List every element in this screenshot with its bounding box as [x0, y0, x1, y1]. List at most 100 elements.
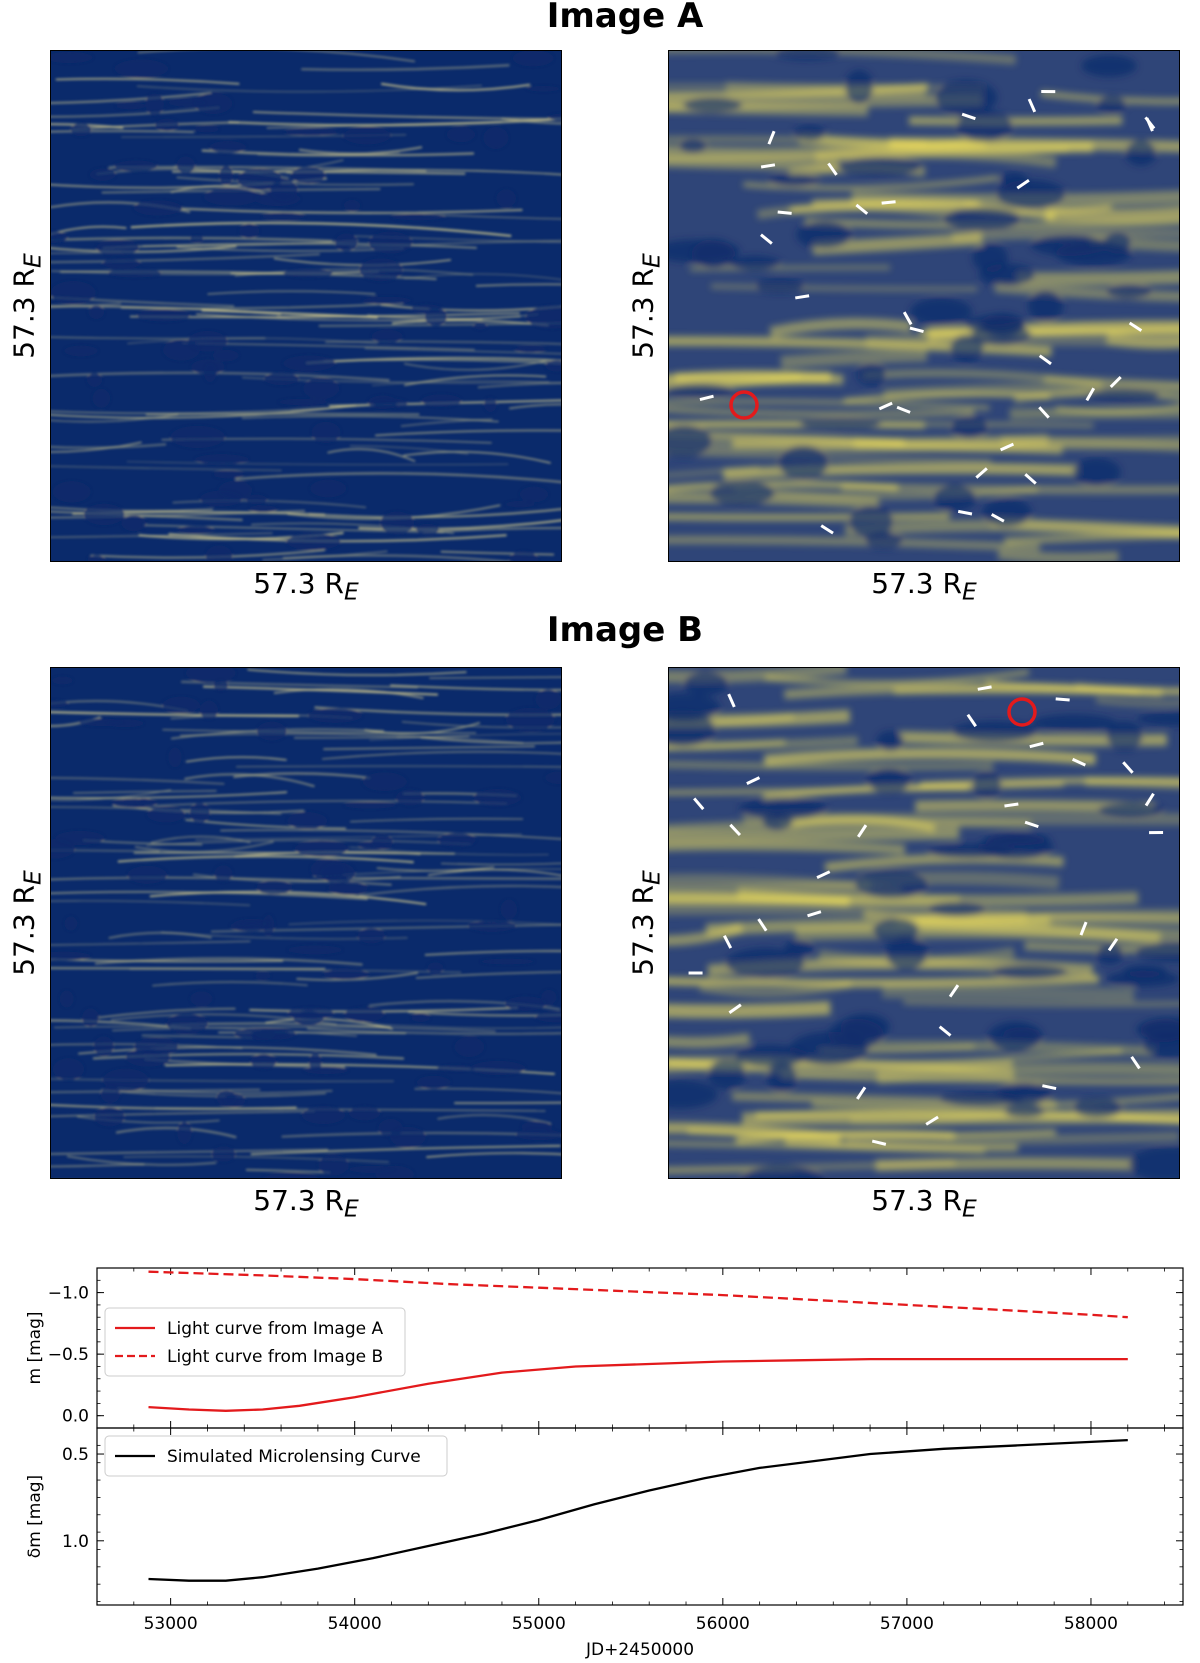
x-tick-label: 54000 — [328, 1614, 382, 1634]
highlight-circle — [1007, 697, 1037, 727]
track-marker — [977, 685, 992, 691]
image-a-title: Image A — [546, 0, 704, 36]
track-marker — [961, 112, 976, 121]
track-marker — [693, 797, 705, 811]
light-curve-charts: −1.0 −0.5 0.0 m [mag] Light curve from Image… — [25, 1267, 1184, 1660]
track-marker — [857, 824, 868, 838]
map-texture — [669, 51, 1179, 561]
track-marker — [938, 1025, 952, 1037]
x-tick-label: 55000 — [512, 1614, 566, 1634]
track-marker — [1029, 741, 1044, 749]
track-marker — [723, 934, 733, 949]
image-b-title: Image B — [546, 610, 704, 650]
track-marker — [1079, 921, 1088, 936]
legend-label: Light curve from Image B — [167, 1347, 383, 1367]
track-marker — [990, 513, 1005, 523]
image-b-right-xlabel: 57.3 RE — [871, 1184, 977, 1223]
y-axis-label: m [mag] — [25, 1312, 45, 1385]
track-marker — [1122, 761, 1134, 774]
track-marker — [1004, 802, 1019, 808]
track-marker — [855, 203, 869, 215]
track-marker — [1107, 937, 1119, 952]
x-axis-label: JD+2450000 — [585, 1640, 694, 1660]
image-a-left-xlabel: 57.3 RE — [253, 567, 359, 606]
track-marker — [746, 776, 761, 785]
chart-panel-1: −1.0 −0.5 0.0 m [mag] Light curve from Image… — [25, 1267, 1184, 1429]
x-tick-label: 56000 — [696, 1614, 750, 1634]
track-marker — [957, 509, 973, 516]
track-marker — [760, 233, 773, 245]
track-marker — [827, 162, 838, 176]
track-marker — [1085, 387, 1096, 402]
image-a-caustic-map — [50, 50, 562, 562]
image-a-left-ylabel: 57.3 RE — [7, 253, 47, 359]
y-tick-label: −0.5 — [48, 1345, 89, 1365]
track-marker — [1038, 354, 1052, 366]
track-marker — [820, 524, 834, 535]
x-tick-label: 53000 — [144, 1614, 198, 1634]
track-marker — [871, 1139, 887, 1146]
track-marker — [1024, 820, 1039, 829]
track-marker — [975, 467, 988, 479]
track-marker — [909, 326, 924, 334]
image-b-convolved-map — [668, 667, 1180, 1179]
y-tick-label: 1.0 — [62, 1532, 89, 1552]
y-axis-label: δm [mag] — [25, 1475, 45, 1558]
track-marker — [1109, 376, 1122, 389]
track-marker — [1016, 179, 1030, 190]
track-marker — [1038, 406, 1050, 419]
track-marker — [1130, 1055, 1141, 1070]
image-b-right-ylabel: 57.3 RE — [626, 870, 666, 976]
track-marker — [760, 163, 776, 169]
track-marker — [1144, 116, 1156, 130]
legend-box — [104, 1307, 406, 1377]
track-marker — [1144, 792, 1155, 807]
image-a-right-xlabel: 57.3 RE — [871, 567, 977, 606]
map-texture — [51, 668, 561, 1178]
track-marker — [1055, 697, 1070, 702]
track-marker — [902, 311, 913, 326]
track-marker — [777, 210, 792, 215]
track-marker — [1071, 757, 1086, 767]
track-marker — [878, 401, 893, 411]
track-marker — [1000, 442, 1015, 452]
image-a-right-ylabel: 57.3 RE — [626, 253, 666, 359]
chart-frame — [96, 1427, 1184, 1606]
y-tick-label: −1.0 — [48, 1284, 89, 1304]
series-line — [148, 1438, 1128, 1582]
track-marker — [1027, 98, 1037, 113]
track-marker — [699, 394, 714, 402]
track-markers — [688, 685, 1164, 1146]
track-marker — [1128, 321, 1143, 332]
track-marker — [948, 984, 960, 998]
track-marker — [966, 713, 977, 728]
track-marker — [807, 910, 822, 918]
series-line — [148, 1357, 1128, 1412]
legend-label: Simulated Microlensing Curve — [167, 1447, 421, 1467]
track-marker — [795, 294, 810, 300]
y-tick-label: 0.0 — [62, 1407, 89, 1427]
image-a-convolved-map — [668, 50, 1180, 562]
track-markers — [699, 89, 1156, 535]
y-tick-label: 0.5 — [62, 1445, 89, 1465]
track-marker — [896, 405, 911, 414]
track-marker — [1024, 473, 1037, 485]
track-marker — [856, 1086, 867, 1100]
track-marker — [1042, 1084, 1057, 1091]
track-marker — [925, 1115, 939, 1126]
x-tick-label: 58000 — [1064, 1614, 1118, 1634]
x-tick-label: 57000 — [880, 1614, 934, 1634]
series-line — [148, 1270, 1128, 1319]
map-texture — [669, 668, 1179, 1178]
chart-panel-2: 0.5 1.0 δm [mag] Simulated Microlensing Cur… — [25, 1427, 1184, 1606]
image-b-left-ylabel: 57.3 RE — [7, 870, 47, 976]
legend-label: Light curve from Image A — [167, 1319, 383, 1339]
track-marker — [881, 200, 896, 205]
track-marker — [816, 870, 831, 879]
track-marker — [767, 130, 776, 145]
highlight-circle — [729, 390, 759, 420]
track-marker — [757, 918, 768, 932]
track-marker — [729, 823, 742, 837]
image-b-caustic-map — [50, 667, 562, 1179]
track-marker — [728, 1003, 742, 1014]
